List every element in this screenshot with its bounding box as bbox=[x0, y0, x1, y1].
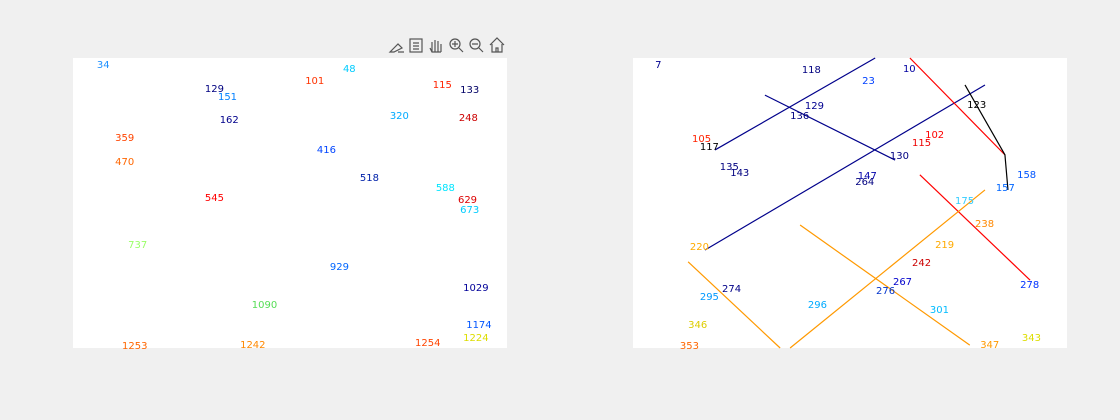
point-label: 416 bbox=[317, 145, 336, 156]
line bbox=[909, 57, 1006, 156]
point-label: 470 bbox=[115, 157, 134, 168]
point-label: 242 bbox=[912, 258, 931, 269]
point-label: 267 bbox=[893, 277, 912, 288]
point-label: 143 bbox=[730, 168, 749, 179]
point-label: 343 bbox=[1022, 333, 1041, 344]
point-label: 673 bbox=[460, 205, 479, 216]
point-label: 115 bbox=[912, 138, 931, 149]
line bbox=[764, 94, 896, 161]
point-label: 130 bbox=[890, 151, 909, 162]
point-label: 929 bbox=[330, 262, 349, 273]
point-label: 264 bbox=[855, 177, 874, 188]
point-label: 1174 bbox=[466, 320, 491, 331]
point-label: 48 bbox=[343, 64, 356, 75]
point-label: 7 bbox=[655, 60, 661, 71]
point-label: 220 bbox=[690, 242, 709, 253]
point-label: 135 bbox=[720, 162, 739, 173]
point-label: 157 bbox=[996, 183, 1015, 194]
point-label: 219 bbox=[935, 240, 954, 251]
point-label: 1029 bbox=[463, 283, 488, 294]
point-label: 105 bbox=[692, 134, 711, 145]
point-label: 301 bbox=[930, 305, 949, 316]
point-label: 296 bbox=[808, 300, 827, 311]
point-label: 129 bbox=[205, 84, 224, 95]
point-label: 518 bbox=[360, 173, 379, 184]
point-label: 133 bbox=[460, 85, 479, 96]
point-label: 1090 bbox=[252, 300, 277, 311]
axes-left bbox=[73, 58, 507, 348]
point-label: 136 bbox=[790, 111, 809, 122]
point-label: 347 bbox=[980, 340, 999, 351]
point-label: 162 bbox=[220, 115, 239, 126]
point-label: 320 bbox=[390, 111, 409, 122]
line bbox=[714, 57, 876, 151]
point-label: 23 bbox=[862, 76, 875, 87]
point-label: 147 bbox=[858, 171, 877, 182]
axes-toolbar bbox=[388, 37, 505, 53]
axes-right bbox=[633, 58, 1067, 348]
point-label: 276 bbox=[876, 286, 895, 297]
point-label: 274 bbox=[722, 284, 741, 295]
legend-button[interactable] bbox=[409, 38, 423, 53]
point-label: 117 bbox=[700, 142, 719, 153]
point-label: 1242 bbox=[240, 340, 265, 351]
brush-button[interactable] bbox=[388, 43, 404, 53]
point-label: 123 bbox=[967, 100, 986, 111]
point-label: 737 bbox=[128, 240, 147, 251]
point-label: 101 bbox=[305, 76, 324, 87]
zoom-in-button[interactable] bbox=[449, 38, 464, 53]
point-label: 248 bbox=[459, 113, 478, 124]
point-label: 102 bbox=[925, 130, 944, 141]
zoom-out-button[interactable] bbox=[469, 38, 484, 53]
line bbox=[964, 84, 1009, 191]
point-label: 353 bbox=[680, 341, 699, 352]
point-label: 175 bbox=[955, 196, 974, 207]
point-label: 118 bbox=[802, 65, 821, 76]
point-label: 359 bbox=[115, 133, 134, 144]
point-label: 588 bbox=[436, 183, 455, 194]
point-label: 238 bbox=[975, 219, 994, 230]
point-label: 1253 bbox=[122, 341, 147, 352]
point-label: 545 bbox=[205, 193, 224, 204]
point-label: 346 bbox=[688, 320, 707, 331]
point-label: 115 bbox=[433, 80, 452, 91]
point-label: 34 bbox=[97, 60, 110, 71]
point-label: 158 bbox=[1017, 170, 1036, 181]
point-label: 278 bbox=[1020, 280, 1039, 291]
point-label: 1254 bbox=[415, 338, 440, 349]
point-label: 10 bbox=[903, 64, 916, 75]
point-label: 629 bbox=[458, 195, 477, 206]
line bbox=[919, 174, 1031, 281]
line bbox=[799, 224, 971, 346]
point-label: 1224 bbox=[463, 333, 488, 344]
line bbox=[704, 84, 986, 251]
line bbox=[687, 261, 781, 349]
line bbox=[789, 189, 986, 349]
point-label: 151 bbox=[218, 92, 237, 103]
point-label: 295 bbox=[700, 292, 719, 303]
home-button[interactable] bbox=[489, 37, 505, 53]
pan-button[interactable] bbox=[429, 40, 442, 53]
point-label: 129 bbox=[805, 101, 824, 112]
